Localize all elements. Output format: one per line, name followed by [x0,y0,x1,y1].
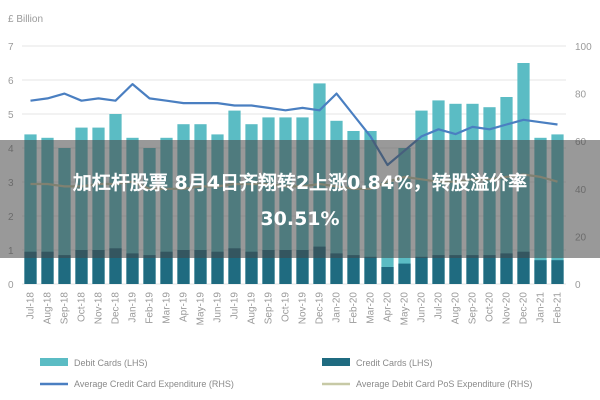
x-axis-tick-label: Jul-19 [230,292,241,320]
avg-credit-card-expenditure-line [30,82,558,167]
credit-card-bar [58,255,71,284]
credit-card-bar [279,250,292,284]
left-axis-tick-label: 6 [8,76,14,87]
right-axis-tick-label: 100 [575,42,592,53]
right-axis-tick-label: 0 [575,280,581,291]
credit-card-bar [398,263,411,284]
left-axis-tick-label: 0 [8,280,14,291]
credit-card-bar [92,250,105,284]
credit-card-bar [194,250,207,284]
legend-label-debit-exp: Average Debit Card PoS Expenditure (RHS) [356,379,532,389]
legend-swatch-debit [40,358,68,366]
credit-card-bar [143,255,156,284]
credit-card-bar [262,250,275,284]
x-axis-tick-label: Aug-19 [247,292,258,325]
x-axis-tick-labels: Jul-18 Aug-18 Sep-18 Oct-18 Nov-18 Dec-18 Jan-… [26,292,564,326]
credit-card-bar [160,251,173,284]
credit-card-bar [177,250,190,284]
x-axis-tick-label: Jan-20 [332,292,343,323]
x-axis-tick-label: May-19 [196,292,207,326]
credit-card-bar [75,250,88,284]
x-axis-tick-label: Jun-19 [213,292,224,323]
credit-card-bar [347,255,360,284]
x-axis-tick-label: Dec-19 [315,292,326,325]
x-axis-tick-label: May-20 [400,292,411,326]
credit-card-bar [381,267,394,284]
x-axis-tick-label: Mar-19 [162,292,173,324]
credit-card-bar [245,251,258,284]
x-axis-tick-label: Jun-20 [417,292,428,323]
x-axis-tick-label: Jul-20 [434,292,445,320]
credit-card-bar [330,253,343,284]
credit-card-bar [432,255,445,284]
x-axis-tick-label: Sep-20 [468,292,479,325]
x-axis-tick-label: Mar-20 [366,292,377,324]
x-axis-tick-label: Aug-18 [43,292,54,325]
x-axis-tick-label: Feb-21 [553,292,564,324]
x-axis-tick-label: Aug-20 [451,292,462,325]
credit-card-bar [364,256,377,284]
legend: Debit Cards (LHS) Credit Cards (LHS) Ave… [40,358,532,389]
headline-text: 加杠杆股票 8月4日齐翔转2上涨0.84%，转股溢价率 30.51% [72,172,528,230]
headline-banner [0,140,600,258]
credit-card-bar [24,251,37,284]
credit-card-bar [211,251,224,284]
credit-card-bar [534,260,547,284]
x-axis-tick-label: Apr-20 [383,292,394,322]
x-axis-tick-label: Dec-18 [111,292,122,325]
x-axis-tick-label: Apr-19 [179,292,190,322]
x-axis-tick-label: Feb-19 [145,292,156,324]
left-axis-tick-label: 7 [8,42,14,53]
legend-label-credit-exp: Average Credit Card Expenditure (RHS) [74,379,234,389]
x-axis-tick-label: Oct-18 [77,292,88,322]
left-axis-tick-label: 5 [8,110,14,121]
x-axis-tick-label: Jan-19 [128,292,139,323]
x-axis-tick-label: Oct-19 [281,292,292,322]
credit-card-bar [415,256,428,284]
x-axis-tick-label: Nov-20 [502,292,513,325]
x-axis-tick-label: Feb-20 [349,292,360,324]
credit-card-bar [41,251,54,284]
left-axis-unit-label: £ Billion [8,14,43,25]
x-axis-tick-label: Dec-20 [519,292,530,325]
legend-label-debit: Debit Cards (LHS) [74,358,148,368]
right-axis-tick-label: 80 [575,90,587,101]
x-axis-tick-label: Nov-18 [94,292,105,325]
x-axis-tick-label: Sep-18 [60,292,71,325]
legend-swatch-credit [322,358,350,366]
x-axis-tick-label: Oct-20 [485,292,496,322]
credit-card-bar [517,251,530,284]
credit-card-bar [500,253,513,284]
credit-card-bar [126,253,139,284]
x-axis-tick-label: Nov-19 [298,292,309,325]
credit-card-bar [466,255,479,284]
legend-label-credit: Credit Cards (LHS) [356,358,433,368]
x-axis-tick-label: Jan-21 [536,292,547,323]
credit-card-bar [296,250,309,284]
credit-card-bar [449,255,462,284]
x-axis-tick-label: Jul-18 [26,292,37,320]
x-axis-tick-label: Sep-19 [264,292,275,325]
credit-card-bar [483,255,496,284]
credit-card-bar [551,260,564,284]
